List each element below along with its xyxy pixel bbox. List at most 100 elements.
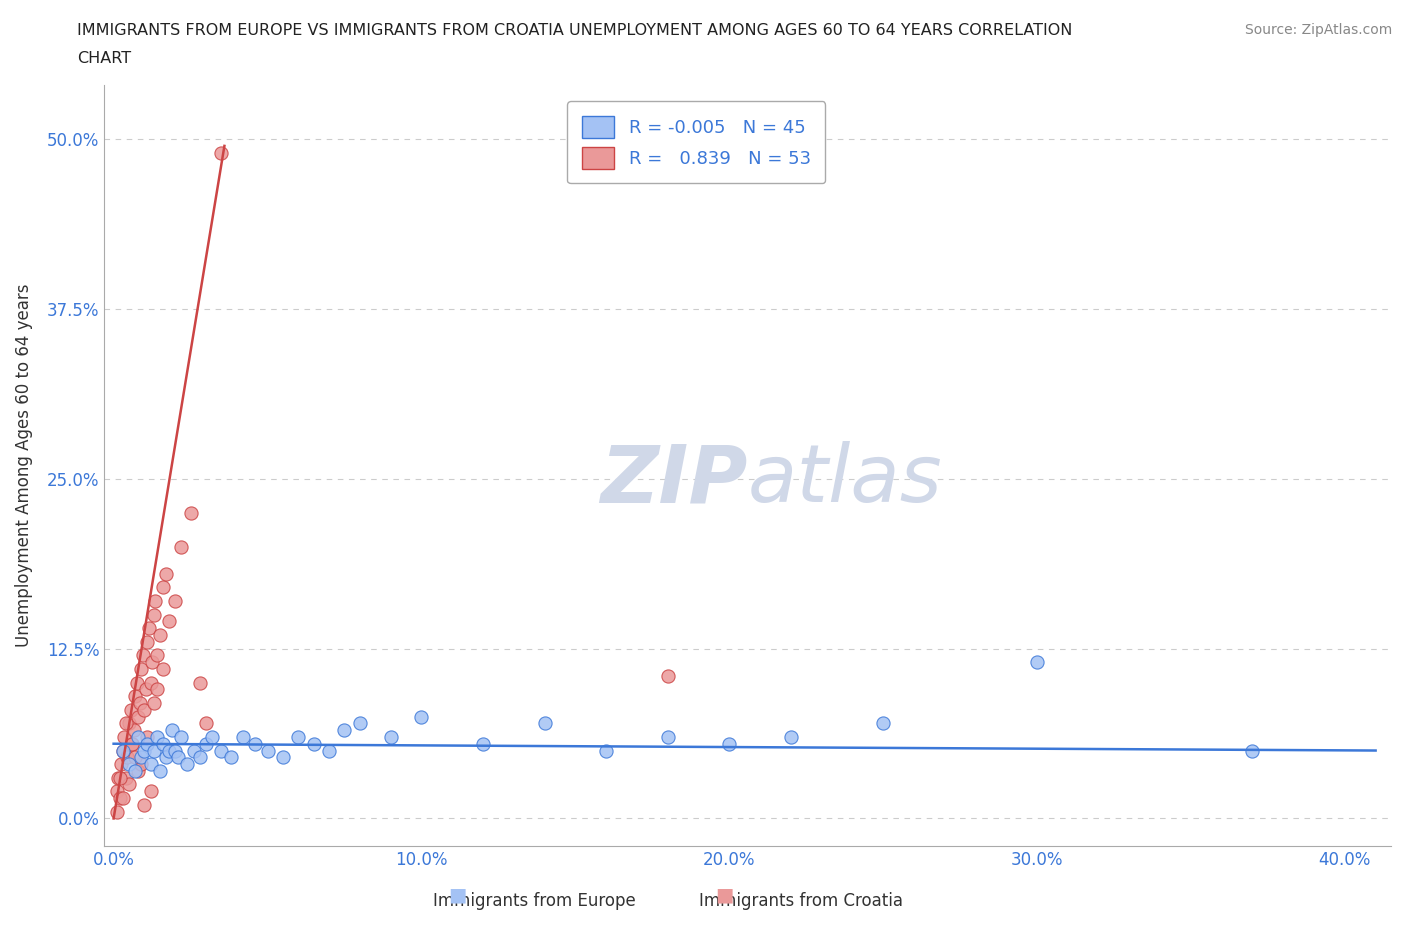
Point (134, 743, 156, 758)
Point (657, 669, 679, 684)
Point (110, 757, 132, 772)
Point (131, 661, 153, 676)
Point (145, 729, 167, 744)
Point (107, 770, 129, 785)
Text: Source: ZipAtlas.com: Source: ZipAtlas.com (1244, 23, 1392, 37)
Text: ZIP: ZIP (600, 442, 748, 520)
Point (380, 729, 402, 744)
Point (411, 709, 433, 724)
Y-axis label: Unemployment Among Ages 60 to 64 years: Unemployment Among Ages 60 to 64 years (15, 284, 32, 647)
Point (718, 737, 741, 751)
Point (165, 593, 187, 608)
Point (155, 566, 177, 581)
Point (152, 580, 174, 595)
Point (194, 716, 217, 731)
Text: atlas: atlas (748, 442, 942, 520)
Point (302, 737, 325, 751)
Point (120, 702, 142, 717)
Point (136, 634, 159, 649)
Point (115, 770, 138, 785)
Point (111, 743, 134, 758)
Point (170, 729, 193, 744)
Point (141, 655, 163, 670)
Point (149, 628, 172, 643)
Point (333, 723, 356, 737)
Point (131, 750, 153, 764)
Text: ■: ■ (714, 885, 734, 904)
Point (157, 743, 180, 758)
Point (145, 682, 167, 697)
Legend: R = -0.005   N = 45, R =   0.839   N = 53: R = -0.005 N = 45, R = 0.839 N = 53 (567, 101, 825, 183)
Point (188, 750, 211, 764)
Point (127, 729, 149, 744)
Point (149, 764, 172, 778)
Point (232, 729, 254, 744)
Point (139, 784, 162, 799)
Point (134, 702, 156, 717)
Point (105, 804, 128, 819)
Point (472, 737, 495, 751)
Point (256, 743, 278, 758)
Point (209, 743, 232, 758)
Point (165, 743, 187, 758)
Point (287, 729, 309, 744)
Point (145, 648, 167, 663)
Point (872, 716, 894, 731)
Point (160, 723, 183, 737)
Point (176, 757, 198, 772)
Point (779, 729, 801, 744)
Point (271, 750, 294, 764)
Point (124, 689, 146, 704)
Point (108, 770, 131, 785)
Text: Immigrants from Croatia: Immigrants from Croatia (699, 892, 904, 910)
Point (136, 729, 159, 744)
Point (127, 709, 149, 724)
Point (349, 716, 371, 731)
Point (142, 696, 165, 711)
Point (1241, 743, 1264, 758)
Point (112, 729, 135, 744)
Point (122, 723, 145, 737)
Point (183, 743, 205, 758)
Point (111, 790, 134, 805)
Point (533, 716, 555, 731)
Point (138, 621, 160, 636)
Point (128, 696, 150, 711)
Point (121, 737, 143, 751)
Text: ■: ■ (447, 885, 467, 904)
Point (127, 764, 149, 778)
Point (139, 757, 162, 772)
Point (143, 593, 166, 608)
Text: CHART: CHART (77, 51, 131, 66)
Point (118, 757, 141, 772)
Point (108, 790, 131, 805)
Point (125, 675, 148, 690)
Point (157, 614, 180, 629)
Point (595, 743, 617, 758)
Point (657, 729, 679, 744)
Point (115, 716, 138, 731)
Point (118, 716, 141, 731)
Point (136, 737, 159, 751)
Point (124, 764, 146, 778)
Point (209, 145, 232, 160)
Text: IMMIGRANTS FROM EUROPE VS IMMIGRANTS FROM CROATIA UNEMPLOYMENT AMONG AGES 60 TO : IMMIGRANTS FROM EUROPE VS IMMIGRANTS FRO… (77, 23, 1073, 38)
Point (121, 737, 143, 751)
Point (1026, 655, 1049, 670)
Point (111, 743, 134, 758)
Point (152, 661, 174, 676)
Point (155, 750, 177, 764)
Point (180, 505, 202, 520)
Point (139, 675, 162, 690)
Point (188, 675, 211, 690)
Point (219, 750, 242, 764)
Point (134, 797, 156, 812)
Point (105, 784, 128, 799)
Point (152, 737, 174, 751)
Point (142, 743, 165, 758)
Point (142, 607, 165, 622)
Point (245, 737, 267, 751)
Point (117, 750, 139, 764)
Point (201, 729, 224, 744)
Point (124, 750, 146, 764)
